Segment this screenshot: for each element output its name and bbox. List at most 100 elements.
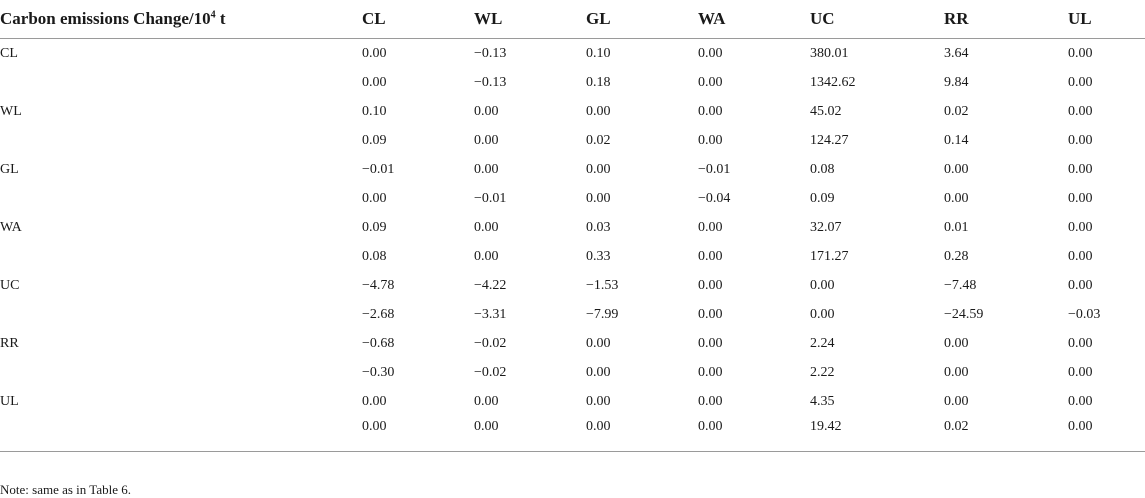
table-row: 0.09 0.00 0.02 0.00 124.27 0.14 0.00 [0,126,1145,155]
table-cell: 0.00 [474,103,499,119]
table-cell: −24.59 [944,306,984,322]
table-cell: 0.02 [944,416,1068,452]
table-cell: 2.22 [810,364,835,380]
table-cell: 9.84 [944,74,969,90]
table-cell: 0.00 [1068,277,1093,293]
row-label: CL [0,45,18,61]
table-cell: −1.53 [586,277,619,293]
row-label [0,126,362,155]
table-cell: 171.27 [810,248,849,264]
table-cell: 0.01 [944,219,969,235]
table-cell: −0.13 [474,74,507,90]
table-cell: 0.00 [1068,45,1093,61]
row-label [0,416,362,452]
header-title-superscript: 4 [210,9,216,21]
table-cell: 0.09 [810,190,835,206]
table-cell: 0.00 [362,416,474,452]
table-body: CL 0.00 −0.13 0.10 0.00 380.01 3.64 0.00 0.00 −0.… [0,39,1145,452]
table-cell: 0.00 [362,393,387,409]
table-cell: 0.02 [586,132,611,148]
header-title-main: Carbon emissions Change/10 [0,9,211,28]
table-cell: 0.00 [586,335,611,351]
table-cell: 0.00 [698,335,723,351]
table-cell: −0.04 [698,190,731,206]
table-note: Note: same as in Table 6. [0,482,131,497]
table-cell: 0.00 [944,190,969,206]
row-label: WL [0,103,22,119]
table-cell: 0.09 [362,132,387,148]
table-cell: 0.00 [474,248,499,264]
table-cell: −4.22 [474,277,507,293]
row-label: RR [0,335,19,351]
table-cell: 0.00 [474,416,586,452]
table-row: 0.00 0.00 0.00 0.00 19.42 0.02 0.00 [0,416,1145,452]
table-row: WL 0.10 0.00 0.00 0.00 45.02 0.02 0.00 [0,97,1145,126]
table-cell: 0.00 [944,393,969,409]
table-cell: −0.01 [474,190,507,206]
table-cell: 0.00 [698,306,723,322]
table-row: RR −0.68 −0.02 0.00 0.00 2.24 0.00 0.00 [0,329,1145,358]
table-cell: 0.00 [1068,219,1093,235]
row-label [0,184,362,213]
table-cell: 0.00 [810,277,835,293]
table-cell: 0.00 [1068,248,1093,264]
table-row: UC −4.78 −4.22 −1.53 0.00 0.00 −7.48 0.00 [0,271,1145,300]
table-cell: 0.10 [362,103,387,119]
table-cell: 0.00 [698,416,810,452]
table-cell: 19.42 [810,416,944,452]
table-cell: 0.03 [586,219,611,235]
table-cell: 0.00 [944,335,969,351]
table-cell: 0.00 [944,161,969,177]
table-cell: 0.08 [810,161,835,177]
carbon-emissions-table: Carbon emissions Change/104 t CL WL GL W… [0,0,1145,452]
row-label: UC [0,277,20,293]
table-header: Carbon emissions Change/104 t CL WL GL W… [0,0,1145,39]
table-row: UL 0.00 0.00 0.00 0.00 4.35 0.00 0.00 [0,387,1145,416]
table-cell: 0.00 [1068,132,1093,148]
table-cell: −0.30 [362,364,395,380]
table-cell: 0.00 [810,306,835,322]
table-row: GL −0.01 0.00 0.00 −0.01 0.08 0.00 0.00 [0,155,1145,184]
row-label: GL [0,161,19,177]
table-cell: 0.00 [586,364,611,380]
row-label [0,242,362,271]
column-header: RR [944,0,1068,39]
header-title-cell: Carbon emissions Change/104 t [0,0,362,39]
column-header: UL [1068,0,1145,39]
table-cell: 45.02 [810,103,842,119]
table-cell: −3.31 [474,306,507,322]
table-cell: 0.00 [1068,74,1093,90]
table-row: CL 0.00 −0.13 0.10 0.00 380.01 3.64 0.00 [0,39,1145,69]
table-cell: −4.78 [362,277,395,293]
table-cell: 0.00 [362,45,387,61]
table-cell: 0.00 [698,132,723,148]
table-cell: 0.00 [698,393,723,409]
table-cell: 0.00 [586,161,611,177]
table-cell: −0.02 [474,335,507,351]
table-cell: 0.00 [698,364,723,380]
table-cell: 0.00 [1068,364,1093,380]
table-cell: 0.00 [698,103,723,119]
table-cell: −0.03 [1068,306,1101,322]
table-cell: 0.10 [586,45,611,61]
table-cell: −0.01 [698,161,731,177]
column-header: WA [698,0,810,39]
header-title-unit: t [215,9,226,28]
table-cell: 0.00 [1068,416,1145,452]
table-cell: 3.64 [944,45,969,61]
table-cell: −0.01 [362,161,395,177]
header-row: Carbon emissions Change/104 t CL WL GL W… [0,0,1145,39]
row-label: UL [0,393,19,409]
row-label [0,68,362,97]
table-cell: 0.00 [474,219,499,235]
table-cell: 0.02 [944,103,969,119]
table-cell: 124.27 [810,132,849,148]
table-cell: 0.00 [944,364,969,380]
table-cell: 0.00 [698,45,723,61]
table-cell: 0.00 [698,74,723,90]
table-cell: −2.68 [362,306,395,322]
table-cell: 0.00 [362,190,387,206]
table-cell: 0.14 [944,132,969,148]
table-cell: −0.68 [362,335,395,351]
row-label: WA [0,219,22,235]
